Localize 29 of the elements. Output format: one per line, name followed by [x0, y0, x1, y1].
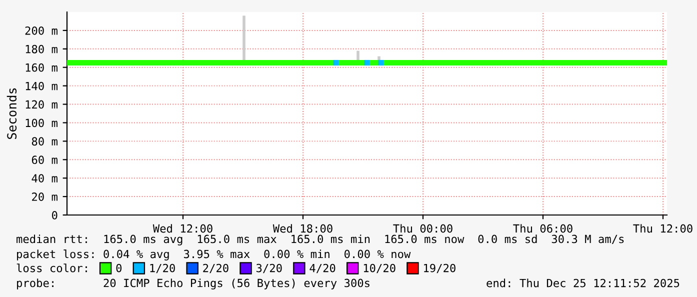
x-tick-label: Thu 00:00 [393, 224, 452, 233]
x-tick-label: Thu 06:00 [513, 224, 572, 233]
y-axis-title: Seconds [6, 88, 17, 139]
text: median rtt: 165.0 ms avg 165.0 ms max 165.0 ms min 165.0 ms now 0.0 ms sd 30.3 M am/s [16, 234, 624, 246]
y-tick-label: 200 m [25, 26, 58, 35]
y-tick-label: 60 m [32, 156, 58, 164]
text: loss color: [16, 264, 87, 272]
legend-label: 2/20 [203, 264, 228, 274]
legend-label: 3/20 [256, 264, 282, 274]
y-tick-label: 180 m [26, 44, 58, 54]
x-tick-label: Wed 18:00 [272, 224, 332, 233]
text: probe: 20 ICMP Echo Pings (56 Bytes) every 300s [17, 278, 370, 290]
y-tick-label: 160 m [26, 63, 58, 72]
x-tick-label: Thu 12:00 [633, 224, 692, 233]
text: packet loss: 0.04 % avg 3.95 % max 0.00 % min 0.00 % now [17, 250, 411, 260]
y-tick-label: 100 m [26, 118, 58, 128]
legend-label: 10/20 [364, 264, 396, 274]
y-tick-label: 20 m [32, 192, 58, 201]
y-tick-label: 120 m [26, 100, 58, 109]
y-tick-label: 140 m [26, 82, 58, 90]
x-tick-label: Wed 12:00 [152, 224, 212, 233]
y-tick-label: 0 [52, 211, 58, 220]
legend-label: 4/20 [310, 264, 336, 274]
legend-label: 1/20 [150, 264, 175, 274]
legend-label: 0 [116, 264, 122, 272]
y-tick-label: 40 m [32, 174, 58, 182]
y-tick-label: 80 m [32, 137, 58, 146]
text: end: Thu Dec 25 12:11:52 2025 [486, 278, 680, 288]
legend-label: 19/20 [424, 264, 456, 274]
